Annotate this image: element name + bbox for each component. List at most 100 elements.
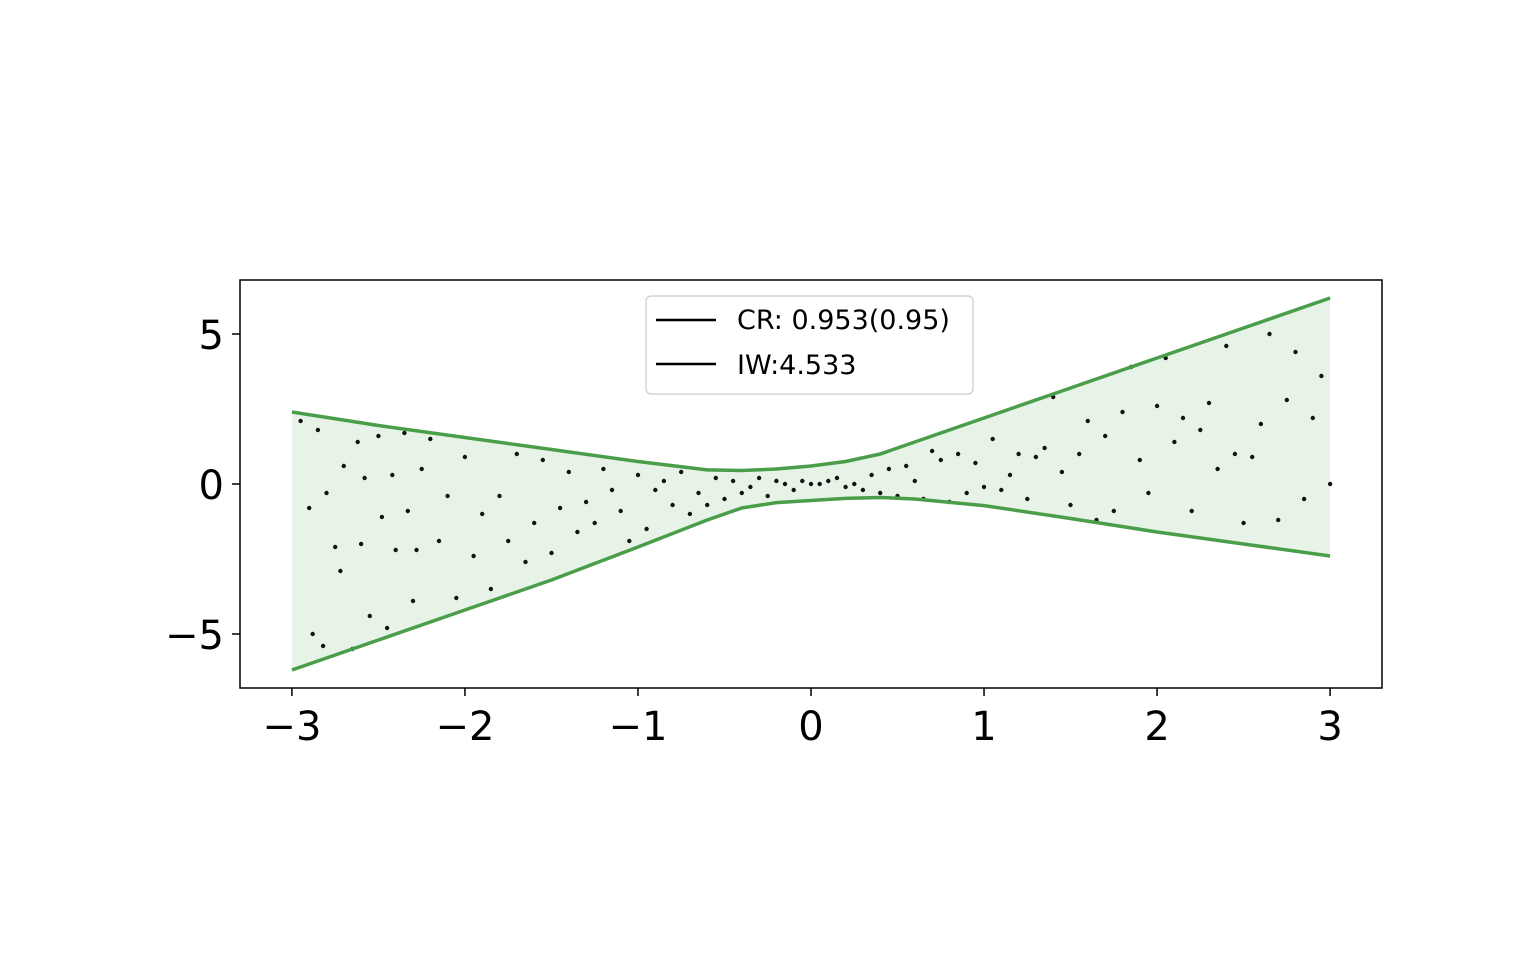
sample-point: [653, 487, 658, 493]
sample-point: [384, 625, 390, 631]
sample-point: [1033, 454, 1039, 460]
sample-point: [635, 472, 641, 478]
sample-point: [1154, 403, 1160, 409]
sample-point: [739, 490, 744, 496]
legend-label-iw: IW:4.533: [737, 350, 856, 381]
sample-point: [748, 484, 753, 490]
upper-bound-line: [291, 296, 1331, 473]
sample-point: [497, 493, 502, 499]
sample-point: [938, 457, 943, 463]
sample-point: [912, 478, 917, 484]
sample-point: [402, 430, 407, 436]
sample-point: [320, 643, 326, 649]
sample-point: [1327, 481, 1333, 487]
sample-point: [843, 484, 848, 490]
sample-point: [557, 505, 563, 511]
x-tick-label: −2: [435, 704, 494, 750]
sample-point: [362, 475, 367, 481]
sample-point: [575, 529, 580, 535]
sample-point: [1007, 472, 1013, 478]
sample-point: [886, 466, 892, 472]
legend: CR: 0.953(0.95) IW:4.533: [645, 295, 974, 395]
sample-point: [1206, 400, 1212, 406]
sample-point: [765, 493, 770, 499]
y-axis: −5 0 5: [165, 313, 240, 659]
sample-point: [661, 478, 667, 484]
sample-point: [981, 484, 987, 490]
sample-point: [436, 538, 442, 544]
sample-point: [687, 511, 693, 517]
sample-point: [462, 454, 468, 460]
sample-point: [964, 490, 969, 496]
sample-point: [315, 427, 321, 433]
y-tick-label: −5: [165, 613, 224, 659]
sample-point: [1103, 433, 1108, 439]
y-tick-label: 5: [199, 313, 224, 359]
x-tick-label: 2: [1144, 704, 1169, 750]
sample-point: [1042, 445, 1047, 451]
sample-point: [1224, 343, 1229, 349]
sample-point: [860, 487, 866, 493]
sample-point: [852, 481, 857, 487]
sample-point: [358, 541, 364, 547]
sample-point: [367, 613, 372, 619]
sample-point: [410, 598, 416, 604]
x-tick-label: −1: [608, 704, 667, 750]
sample-point: [1077, 451, 1082, 457]
sample-point: [826, 478, 831, 484]
sample-point: [1250, 454, 1255, 460]
sample-point: [355, 439, 360, 445]
sample-point: [782, 481, 788, 487]
sample-point: [601, 466, 606, 472]
sample-point: [1016, 451, 1021, 457]
sample-point: [298, 418, 303, 424]
sample-point: [1111, 508, 1117, 514]
plot-area: [291, 296, 1333, 672]
sample-point: [609, 487, 615, 493]
sample-point: [955, 451, 961, 457]
sample-point: [405, 508, 410, 514]
sample-point: [1146, 490, 1151, 496]
sample-point: [454, 595, 459, 601]
sample-point: [419, 466, 424, 472]
sample-point: [540, 457, 545, 463]
sample-point: [1284, 397, 1290, 403]
sample-point: [445, 493, 450, 499]
sample-point: [1068, 502, 1073, 508]
sample-point: [1198, 427, 1203, 433]
sample-point: [999, 487, 1004, 493]
sample-point: [791, 487, 796, 493]
y-tick-label: 0: [199, 463, 224, 509]
sample-point: [627, 538, 632, 544]
sample-point: [333, 544, 338, 550]
sample-point: [376, 433, 381, 439]
sample-point: [1120, 409, 1125, 415]
sample-point: [973, 460, 978, 466]
sample-point: [1276, 517, 1281, 523]
sample-point: [1293, 349, 1298, 355]
sample-point: [310, 631, 315, 637]
sample-point: [549, 550, 554, 556]
sample-point: [705, 502, 710, 508]
sample-point: [730, 478, 736, 484]
sample-point: [471, 553, 476, 559]
sample-point: [532, 520, 537, 526]
sample-point: [1319, 373, 1324, 379]
sample-point: [428, 436, 433, 442]
sample-point: [756, 475, 762, 481]
sample-point: [800, 478, 805, 484]
x-axis: −3 −2 −1 0 1 2 3: [262, 688, 1343, 750]
sample-point: [307, 505, 312, 511]
sample-point: [1232, 451, 1238, 457]
sample-point: [808, 481, 814, 487]
x-tick-label: 1: [971, 704, 996, 750]
sample-point: [506, 538, 511, 544]
sample-point: [592, 520, 597, 526]
sample-point: [618, 508, 623, 514]
sample-point: [670, 502, 675, 508]
sample-point: [1172, 439, 1177, 445]
sample-point: [904, 463, 909, 469]
sample-point: [379, 514, 385, 520]
sample-point: [523, 559, 528, 565]
